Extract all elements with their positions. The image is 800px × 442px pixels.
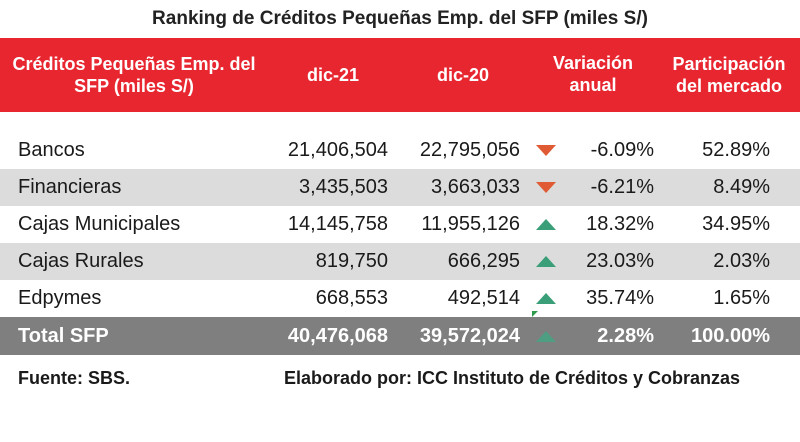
table-header: Créditos Pequeñas Emp. del SFP (miles S/… bbox=[0, 38, 800, 112]
row-dic20: 666,295 bbox=[447, 250, 520, 272]
row-variation: -6.09% bbox=[590, 139, 654, 161]
row-variation: 35.74% bbox=[586, 287, 654, 309]
credit-note: Elaborado por: ICC Instituto de Créditos… bbox=[284, 368, 741, 388]
row-name: Bancos bbox=[18, 139, 85, 161]
up-triangle-icon bbox=[536, 293, 556, 304]
row-dic21: 668,553 bbox=[315, 287, 388, 309]
total-name: Total SFP bbox=[18, 324, 109, 347]
up-triangle-icon bbox=[536, 219, 556, 230]
row-share: 8.49% bbox=[713, 176, 770, 198]
trend-cell bbox=[534, 243, 558, 280]
row-dic20: 11,955,126 bbox=[421, 213, 520, 235]
header-variation: Variación anual bbox=[552, 53, 634, 95]
row-dic21: 3,435,503 bbox=[299, 176, 388, 198]
header-dic20: dic-20 bbox=[436, 65, 490, 85]
row-dic20: 22,795,056 bbox=[419, 139, 520, 161]
trend-cell bbox=[534, 132, 558, 169]
row-share: 52.89% bbox=[702, 139, 770, 161]
down-triangle-icon bbox=[536, 145, 556, 156]
row-variation: -6.21% bbox=[590, 176, 654, 198]
row-name: Cajas Municipales bbox=[18, 213, 181, 235]
down-triangle-icon bbox=[536, 182, 556, 193]
trend-cell bbox=[534, 317, 558, 355]
table-row: Cajas Municipales 14,145,758 11,955,126 … bbox=[0, 206, 800, 243]
total-variation: 2.28% bbox=[597, 324, 654, 347]
total-row: Total SFP 40,476,068 39,572,024 2.28% 10… bbox=[0, 311, 800, 355]
row-name: Edpymes bbox=[18, 287, 102, 309]
row-dic20: 492,514 bbox=[447, 287, 520, 309]
header-category: Créditos Pequeñas Emp. del SFP (miles S/… bbox=[12, 54, 256, 96]
table-row: Cajas Rurales 819,750 666,295 23.03% 2.0… bbox=[0, 243, 800, 280]
corner-flag-icon bbox=[532, 311, 538, 317]
source-note: Fuente: SBS. bbox=[18, 368, 131, 388]
header-market-share: Participación del mercado bbox=[672, 54, 786, 96]
row-share: 34.95% bbox=[702, 213, 770, 235]
row-dic20: 3,663,033 bbox=[431, 176, 520, 198]
trend-cell bbox=[534, 206, 558, 243]
row-dic21: 819,750 bbox=[315, 250, 388, 272]
header-dic21: dic-21 bbox=[306, 65, 360, 85]
total-dic21: 40,476,068 bbox=[287, 324, 388, 347]
row-name: Financieras bbox=[18, 176, 122, 198]
row-share: 2.03% bbox=[713, 250, 770, 272]
row-variation: 18.32% bbox=[586, 213, 654, 235]
row-name: Cajas Rurales bbox=[18, 250, 144, 272]
row-variation: 23.03% bbox=[586, 250, 654, 272]
row-share: 1.65% bbox=[713, 287, 770, 309]
table-row: Bancos 21,406,504 22,795,056 -6.09% 52.8… bbox=[0, 132, 800, 169]
table-title: Ranking de Créditos Pequeñas Emp. del SF… bbox=[152, 8, 648, 29]
row-dic21: 21,406,504 bbox=[287, 139, 388, 161]
total-dic20: 39,572,024 bbox=[419, 324, 520, 347]
trend-cell bbox=[534, 169, 558, 206]
up-triangle-icon bbox=[536, 330, 556, 342]
table-row: Financieras 3,435,503 3,663,033 -6.21% 8… bbox=[0, 169, 800, 206]
total-share: 100.00% bbox=[691, 324, 770, 347]
up-triangle-icon bbox=[536, 256, 556, 267]
row-dic21: 14,145,758 bbox=[287, 213, 388, 235]
trend-cell bbox=[534, 280, 558, 317]
table-row: Edpymes 668,553 492,514 35.74% 1.65% bbox=[0, 280, 800, 317]
